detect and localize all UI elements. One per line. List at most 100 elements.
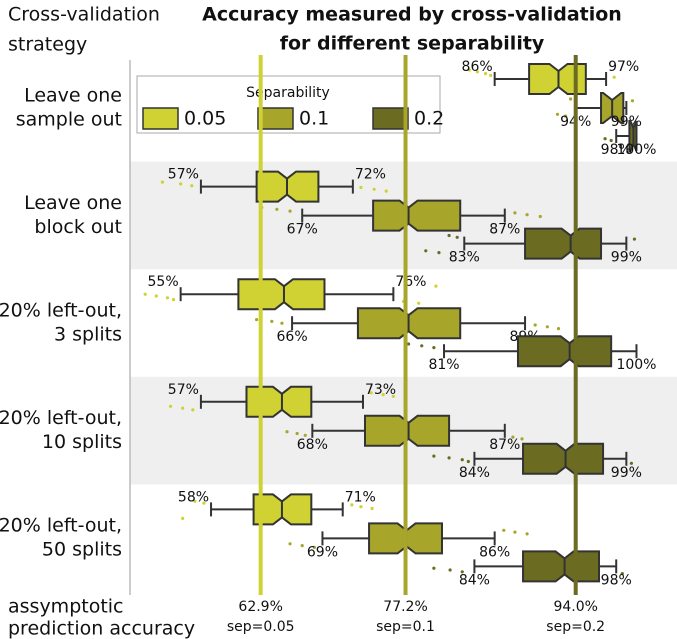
category-label: sample out bbox=[16, 108, 122, 130]
value-label: 73% bbox=[365, 382, 396, 398]
outlier bbox=[466, 459, 470, 464]
outlier bbox=[629, 461, 634, 465]
category-axis-title: Cross-validation bbox=[8, 4, 160, 26]
value-label: 69% bbox=[307, 544, 338, 560]
outlier bbox=[295, 431, 299, 436]
chart-title: Accuracy measured by cross-validation bbox=[202, 4, 622, 26]
value-label: 72% bbox=[355, 167, 386, 183]
category-label: 20% left-out, bbox=[0, 515, 122, 537]
outlier bbox=[280, 321, 284, 325]
legend-label: 0.05 bbox=[184, 108, 226, 130]
outlier bbox=[181, 406, 185, 410]
outlier bbox=[350, 503, 354, 507]
box bbox=[237, 278, 326, 311]
box bbox=[372, 199, 462, 232]
legend-label: 0.2 bbox=[414, 108, 444, 130]
asymptote-label: 77.2% bbox=[383, 599, 427, 615]
value-label: 67% bbox=[287, 222, 318, 238]
outlier bbox=[609, 138, 613, 143]
outlier bbox=[270, 319, 274, 323]
value-label: 86% bbox=[462, 59, 493, 75]
asymptote-note: sep=0.1 bbox=[376, 619, 435, 635]
outlier bbox=[171, 298, 176, 302]
value-label: 68% bbox=[297, 437, 328, 453]
value-label: 84% bbox=[459, 572, 490, 588]
outlier bbox=[160, 180, 165, 184]
outlier bbox=[193, 499, 197, 503]
outlier bbox=[143, 292, 147, 296]
category-label: 10 splits bbox=[42, 431, 122, 453]
box bbox=[524, 227, 603, 260]
value-label: 100% bbox=[616, 142, 656, 158]
outlier bbox=[460, 570, 464, 574]
outlier bbox=[520, 437, 524, 441]
outlier bbox=[538, 214, 542, 219]
box bbox=[522, 442, 605, 475]
value-label: 98% bbox=[601, 142, 632, 158]
value-label: 58% bbox=[178, 489, 209, 505]
value-label: 97% bbox=[608, 59, 639, 75]
outlier bbox=[513, 211, 517, 215]
outlier bbox=[202, 501, 206, 505]
outlier bbox=[191, 408, 195, 412]
asymptote-title: prediction accuracy bbox=[8, 618, 195, 639]
category-label: Leave one bbox=[24, 84, 122, 106]
asymptote-note: sep=0.05 bbox=[227, 619, 295, 635]
value-label: 99% bbox=[611, 465, 642, 481]
outlier bbox=[630, 99, 635, 103]
outlier bbox=[432, 566, 436, 570]
value-label: 83% bbox=[449, 250, 480, 266]
legend-swatch bbox=[257, 107, 294, 130]
outlier bbox=[381, 393, 385, 397]
value-label: 84% bbox=[459, 465, 490, 481]
category-axis-title: strategy bbox=[8, 34, 87, 56]
value-label: 87% bbox=[489, 222, 520, 238]
outlier bbox=[420, 344, 424, 348]
category-label: block out bbox=[34, 216, 122, 238]
legend-label: 0.1 bbox=[299, 108, 329, 130]
outlier bbox=[359, 505, 363, 509]
outlier bbox=[569, 97, 573, 101]
outlier bbox=[447, 233, 451, 238]
legend-swatch bbox=[372, 107, 409, 130]
category-label: 3 splits bbox=[54, 324, 122, 346]
outlier bbox=[275, 207, 279, 211]
value-label: 100% bbox=[616, 357, 656, 373]
value-label: 98% bbox=[601, 572, 632, 588]
outlier bbox=[406, 342, 411, 346]
outlier bbox=[181, 516, 185, 521]
outlier bbox=[555, 112, 560, 116]
outlier bbox=[455, 235, 459, 239]
outlier bbox=[513, 530, 517, 534]
outlier bbox=[467, 68, 471, 72]
outlier bbox=[545, 325, 549, 329]
outlier bbox=[525, 532, 529, 536]
outlier bbox=[447, 456, 451, 460]
outlier bbox=[168, 404, 173, 408]
category-label: 20% left-out, bbox=[0, 407, 122, 429]
box bbox=[528, 63, 587, 95]
outlier bbox=[437, 251, 441, 255]
outlier bbox=[511, 435, 515, 439]
outlier bbox=[603, 137, 607, 141]
outlier bbox=[154, 294, 158, 298]
value-label: 71% bbox=[345, 489, 376, 505]
outlier bbox=[303, 433, 307, 437]
asymptote-note: sep=0.2 bbox=[546, 619, 605, 635]
outlier bbox=[359, 185, 363, 190]
box bbox=[522, 550, 601, 583]
legend-title: Separability bbox=[246, 85, 330, 101]
outlier bbox=[525, 213, 529, 217]
value-label: 99% bbox=[611, 250, 642, 266]
value-label: 81% bbox=[428, 357, 459, 373]
outlier bbox=[460, 458, 464, 462]
outlier bbox=[489, 73, 493, 77]
outlier bbox=[288, 542, 292, 546]
box bbox=[245, 385, 313, 418]
outlier bbox=[190, 184, 194, 188]
category-label: 20% left-out, bbox=[0, 300, 122, 322]
outlier bbox=[391, 394, 395, 398]
outlier bbox=[448, 568, 452, 572]
outlier bbox=[370, 506, 374, 511]
outlier bbox=[434, 284, 438, 288]
